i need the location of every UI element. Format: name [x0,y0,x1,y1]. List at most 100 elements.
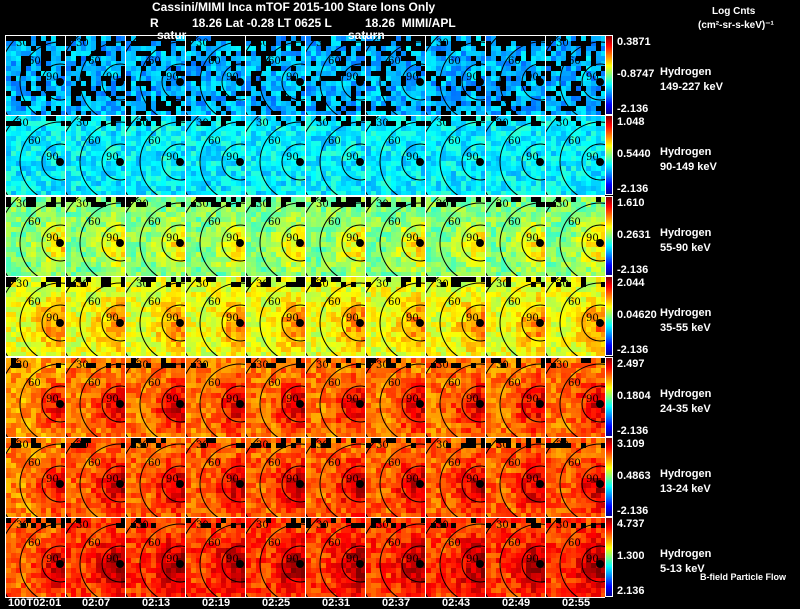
pixel [161,151,166,157]
pixel [541,96,545,101]
pixel [161,211,166,217]
pixel [441,206,446,212]
pixel [201,141,206,147]
pixel [386,66,391,71]
pixel [491,226,496,232]
pixel [206,271,211,276]
pixel [236,146,241,152]
pixel [151,251,156,257]
pixel [456,211,461,217]
pixel [286,251,291,257]
pixel [541,176,545,182]
pixel [501,201,506,207]
pixel [236,181,241,187]
pixel [151,126,156,132]
pixel [181,136,185,142]
pixel [251,236,256,242]
pixel [346,156,351,162]
pixel [376,61,381,66]
pixel [211,266,216,272]
pixel [66,81,71,86]
pixel [186,111,191,115]
pixel [596,141,601,147]
pixel [486,131,491,137]
pixel [171,86,176,91]
pixel [201,191,206,196]
pixel [576,116,581,122]
pixel [276,146,281,152]
pixel [396,91,401,96]
pixel [386,166,391,172]
pixel [36,176,41,182]
pixel [496,261,501,267]
pixel [266,121,271,127]
pixel [381,151,386,157]
pixel [166,136,171,142]
pixel [591,101,596,106]
pixel [106,36,111,41]
pixel [416,206,421,212]
pixel [161,216,166,222]
pixel [516,61,521,66]
pixel [116,261,121,267]
pixel [61,171,65,177]
pixel [501,241,506,247]
contour-label: 90 [106,233,119,244]
pixel [381,111,386,115]
pixel [571,146,576,152]
pixel [86,226,91,232]
pixel [161,261,166,267]
pixel [416,256,421,262]
pixel [311,136,316,142]
pixel [111,86,116,91]
pixel [96,221,101,227]
pixel [426,66,431,71]
pixel [366,126,371,132]
pixel [171,236,176,242]
pixel [176,91,181,96]
pixel [191,246,196,252]
pixel [366,246,371,252]
pixel [91,111,96,115]
pixel [126,151,131,157]
pixel [61,246,65,252]
pixel [476,201,481,207]
pixel [91,241,96,247]
pixel [376,121,381,127]
pixel [286,216,291,222]
pixel [151,96,156,101]
pixel [551,111,556,115]
pixel [541,116,545,122]
pixel [531,136,536,142]
pixel [91,191,96,196]
pixel [286,256,291,262]
pixel [76,206,81,212]
pixel [316,156,321,162]
pixel [126,271,131,276]
pixel [221,261,226,267]
pixel [246,181,251,187]
contour-label: 90 [526,152,539,163]
pixel [281,51,286,56]
pixel [181,76,185,81]
pixel [31,231,36,237]
pixel [231,266,236,272]
pixel [171,221,176,227]
pixel [306,41,311,46]
pixel [21,51,26,56]
pixel [536,86,541,91]
pixel [396,271,401,276]
pixel [436,91,441,96]
pixel [426,206,431,212]
pixel [476,261,481,267]
pixel [536,106,541,111]
pixel [416,66,421,71]
pixel [231,46,236,51]
pixel [406,191,411,196]
pixel [341,131,346,137]
pixel [11,156,16,162]
pixel [306,146,311,152]
pixel [306,166,311,172]
pixel [446,46,451,51]
pixel [411,91,416,96]
